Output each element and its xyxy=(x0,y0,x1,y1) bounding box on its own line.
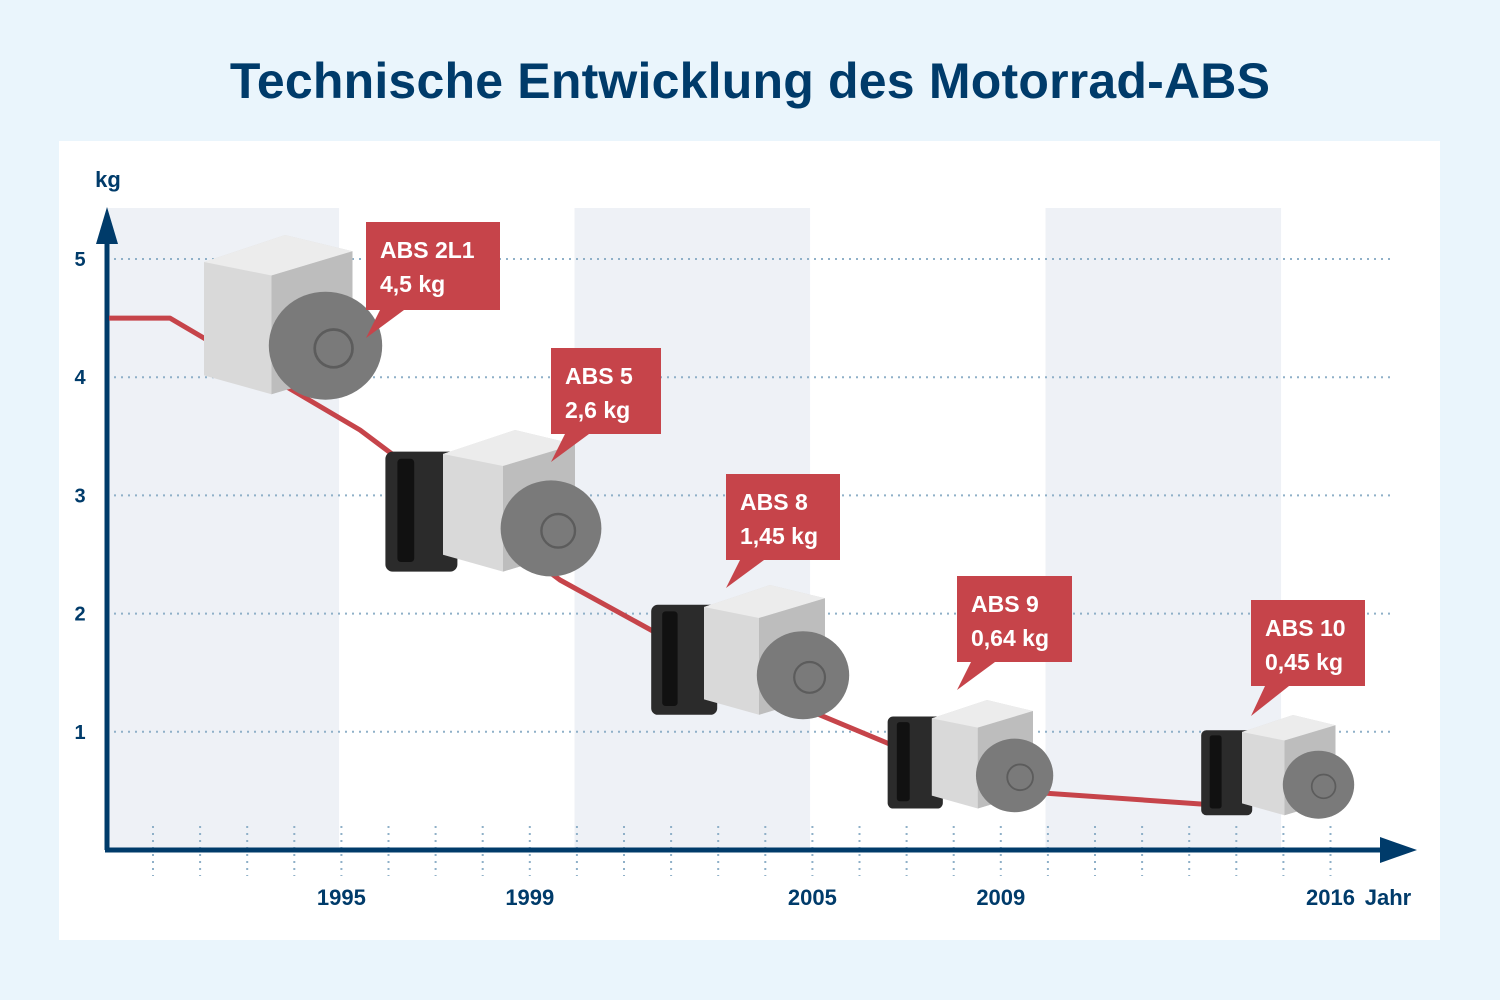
callout-box xyxy=(551,348,661,434)
abs-unit-illustration xyxy=(204,235,383,400)
callout: ABS 9 0,64 kg xyxy=(957,576,1072,690)
y-tick-label: 2 xyxy=(74,604,85,626)
callout-model: ABS 10 xyxy=(1265,615,1346,641)
unit-motor-hub xyxy=(1310,773,1337,800)
unit-valve-top xyxy=(204,235,353,276)
callout-pointer xyxy=(551,434,589,462)
callout: ABS 2L1 4,5 kg xyxy=(366,222,500,338)
x-axis-label: Jahr xyxy=(1365,885,1412,910)
abs-unit-illustration xyxy=(651,585,850,720)
unit-motor xyxy=(500,480,602,577)
callout-model: ABS 5 xyxy=(565,363,633,389)
callout-box xyxy=(726,474,840,560)
y-axis-label: kg xyxy=(95,167,121,192)
x-tick-label: 2005 xyxy=(788,885,837,910)
callout-model: ABS 9 xyxy=(971,591,1039,617)
y-tick-label: 4 xyxy=(74,367,86,389)
callout-box xyxy=(957,576,1072,662)
unit-valve-top xyxy=(931,700,1033,728)
x-tick-label: 1995 xyxy=(317,885,366,910)
x-tick-label: 1999 xyxy=(505,885,554,910)
callout: ABS 10 0,45 kg xyxy=(1251,600,1365,716)
page-title: Technische Entwicklung des Motorrad-ABS xyxy=(229,53,1271,109)
x-tick-label: 2009 xyxy=(976,885,1025,910)
unit-motor xyxy=(975,738,1054,813)
unit-motor-hub xyxy=(313,328,354,369)
y-tick-label: 3 xyxy=(74,485,85,507)
callout-weight: 1,45 kg xyxy=(740,523,818,549)
callout-weight: 0,45 kg xyxy=(1265,649,1343,675)
callout-weight: 2,6 kg xyxy=(565,397,630,423)
unit-motor xyxy=(1282,750,1355,819)
unit-valve-top xyxy=(1242,715,1336,741)
callout: ABS 5 2,6 kg xyxy=(551,348,661,462)
abs-units xyxy=(204,235,1355,819)
unit-motor-hub xyxy=(793,660,827,694)
callout: ABS 8 1,45 kg xyxy=(726,474,840,588)
callout-box xyxy=(366,222,500,310)
callout-box xyxy=(1251,600,1365,686)
callout-weight: 0,64 kg xyxy=(971,625,1049,651)
y-tick-label: 1 xyxy=(74,722,85,744)
callout-pointer xyxy=(726,560,764,588)
x-tick-label: 2016 xyxy=(1306,885,1355,910)
unit-connector-slot xyxy=(397,458,415,562)
callout-pointer xyxy=(1251,686,1289,716)
abs-unit-illustration xyxy=(385,430,602,577)
unit-valve-top xyxy=(443,430,575,466)
x-axis-arrow xyxy=(1380,837,1417,863)
unit-motor-hub xyxy=(1006,763,1034,792)
unit-connector-slot xyxy=(896,722,910,802)
unit-motor-hub xyxy=(540,512,577,549)
unit-connector-slot xyxy=(662,611,678,706)
callout-pointer xyxy=(366,310,404,338)
y-tick-label: 5 xyxy=(74,249,85,271)
y-axis-arrow xyxy=(96,207,118,244)
unit-connector-slot xyxy=(1209,735,1222,809)
unit-motor xyxy=(756,631,850,720)
callout-weight: 4,5 kg xyxy=(380,271,445,297)
abs-unit-illustration xyxy=(1201,715,1355,819)
abs-unit-illustration xyxy=(887,700,1054,813)
callout-pointer xyxy=(957,662,995,690)
unit-valve-top xyxy=(704,585,825,618)
unit-motor xyxy=(268,291,383,400)
callout-model: ABS 8 xyxy=(740,489,808,515)
callout-model: ABS 2L1 xyxy=(380,237,475,263)
